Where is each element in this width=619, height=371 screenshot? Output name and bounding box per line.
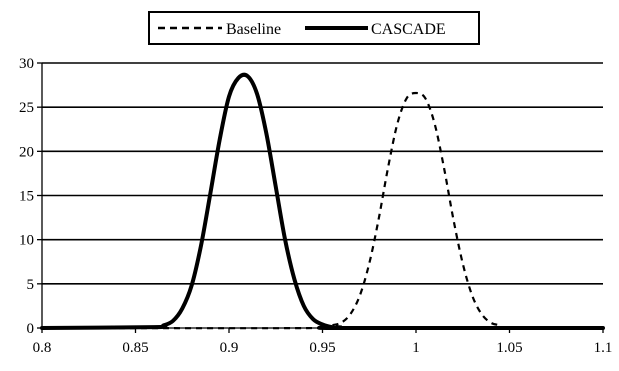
y-tick-label: 5 [27, 277, 35, 293]
y-tick-label: 0 [27, 321, 35, 337]
legend-label-cascade: CASCADE [371, 21, 446, 38]
y-tick-label: 15 [19, 189, 34, 205]
legend: Baseline CASCADE [148, 11, 480, 45]
y-tick-label: 25 [19, 100, 34, 116]
series-lines [40, 72, 605, 331]
x-tick-label: 0.9 [220, 340, 239, 356]
legend-label-baseline: Baseline [226, 21, 281, 38]
x-tick-label: 0.85 [122, 340, 148, 356]
y-tick-label: 10 [19, 233, 34, 249]
tick-labels: 0 5 10 15 20 25 30 0.8 0.85 0.9 0.95 1 1.05 1.1 [19, 56, 612, 356]
x-tick-label: 1.05 [496, 340, 522, 356]
series-line-baseline [41, 91, 604, 330]
x-tick-label: 0.95 [309, 340, 335, 356]
y-tick-label: 20 [19, 144, 34, 160]
series-line-cascade [40, 72, 605, 331]
x-tick-label: 1.1 [594, 340, 613, 356]
x-tick-label: 0.8 [33, 340, 52, 356]
gridlines [42, 62, 603, 285]
x-tick-label: 1 [412, 340, 420, 356]
y-tick-label: 30 [19, 56, 34, 72]
axes [37, 62, 604, 333]
